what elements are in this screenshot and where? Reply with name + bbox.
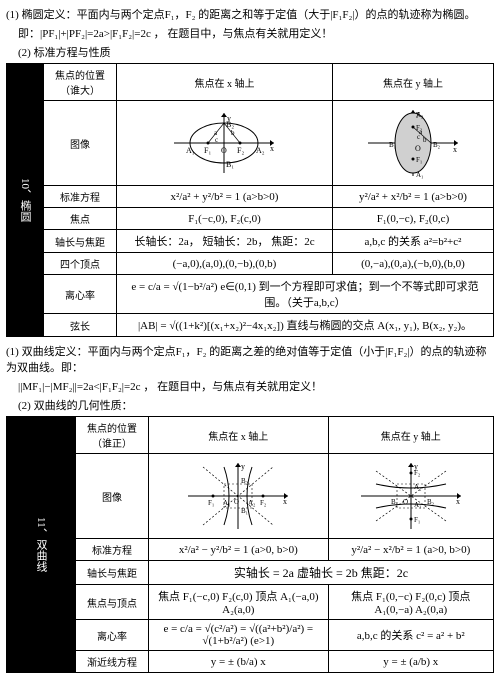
svg-text:b: b	[231, 129, 235, 137]
svg-text:A₂: A₂	[416, 111, 424, 119]
svg-text:x: x	[270, 144, 274, 153]
row-vertex-label: 四个顶点	[44, 253, 117, 275]
svg-text:B₁: B₁	[391, 498, 398, 506]
hyp-img-y: F₂A₂ OB₁ B₂A₁ F₁x y	[328, 454, 493, 539]
svg-text:B₂: B₂	[241, 477, 249, 485]
pos-x: 焦点在 x 轴上	[117, 64, 333, 101]
svg-text:A₂: A₂	[248, 499, 256, 507]
hyp-def: (1) 双曲线定义：平面内与两个定点F₁，F₂ 的距离之差的绝对值等于定值（小于…	[6, 343, 494, 375]
hasym-y: y = ± (a/b) x	[328, 651, 493, 673]
ellipse-table: 10、椭圆 焦点的位置（谁大） 焦点在 x 轴上 焦点在 y 轴上 图像 A₁ F…	[6, 63, 494, 337]
hvertex-x: 焦点 F₁(−c,0) F₂(c,0) 顶点 A₁(−a,0) A₂(a,0)	[149, 585, 329, 620]
svg-text:F₁: F₁	[208, 499, 214, 507]
svg-text:F₁: F₁	[414, 516, 420, 524]
hrow-vertex-label: 焦点与顶点	[76, 585, 149, 620]
svg-text:x: x	[453, 145, 457, 154]
svg-text:B₁: B₁	[241, 507, 248, 515]
hyp-def3: (2) 双曲线的几何性质：	[18, 397, 494, 413]
svg-text:O: O	[234, 498, 239, 506]
svg-text:O: O	[221, 146, 227, 155]
svg-text:B₁: B₁	[389, 141, 396, 149]
hrow-ecc-label: 离心率	[76, 620, 149, 651]
ellipse-img-x: A₁F₁ OF₂ A₂x yB₂ B₁ abc	[117, 101, 333, 186]
hyperbola-table: 11、双曲线 焦点的位置（谁正） 焦点在 x 轴上 焦点在 y 轴上 图像 F₁…	[6, 416, 494, 673]
svg-text:c: c	[215, 136, 218, 144]
svg-text:O: O	[403, 498, 408, 506]
hyp-img-x: F₁ A₁ O A₂ F₂ x y B₂ B₁	[149, 454, 329, 539]
hyp-tag: 11、双曲线	[7, 417, 76, 673]
hasym-x: y = ± (b/a) x	[149, 651, 329, 673]
vertex-y: (0,−a),(0,a),(−b,0),(b,0)	[332, 253, 493, 275]
svg-text:A₁: A₁	[186, 146, 195, 155]
svg-text:x: x	[456, 497, 460, 506]
svg-text:y: y	[414, 462, 418, 471]
hecc-y: a,b,c 的关系 c² = a² + b²	[328, 620, 493, 651]
svg-text:B₂: B₂	[427, 498, 435, 506]
row-eq-label: 标准方程	[44, 186, 117, 208]
svg-text:F₁: F₁	[416, 156, 422, 164]
ellipse-def2: 即：|PF₁|+|PF₂|=2a>|F₁F₂|=2c ， 在题目中，与焦点有关就…	[18, 25, 494, 41]
svg-text:B₂: B₂	[433, 141, 441, 149]
row-ecc-label: 离心率	[44, 275, 117, 314]
hrow-img-label: 图像	[76, 454, 149, 539]
focus-y: F₁(0,−c), F₂(0,c)	[332, 208, 493, 230]
hrow-axis-label: 轴长与焦距	[76, 561, 149, 585]
hrow-pos-label: 焦点的位置（谁正）	[76, 417, 149, 454]
svg-text:A₂: A₂	[414, 483, 422, 491]
hyp-def2: ||MF₁|−|MF₂||=2a<|F₁F₂|=2c ， 在题目中，与焦点有关就…	[18, 378, 494, 394]
hecc-x: e = c/a = √(c²/a²) = √((a²+b²)/a²) = √(1…	[149, 620, 329, 651]
row-chord-label: 弦长	[44, 314, 117, 337]
svg-text:A₂: A₂	[256, 146, 265, 155]
vertex-x: (−a,0),(a,0),(0,−b),(0,b)	[117, 253, 333, 275]
heq-y: y²/a² − x²/b² = 1 (a>0, b>0)	[328, 539, 493, 561]
hpos-x: 焦点在 x 轴上	[149, 417, 329, 454]
hrow-asym-label: 渐近线方程	[76, 651, 149, 673]
svg-text:b: b	[423, 136, 427, 144]
chord: |AB| = √((1+k²)[(x₁+x₂)²−4x₁x₂]) 直线与椭圆的交…	[117, 314, 494, 337]
svg-text:O: O	[415, 144, 421, 153]
svg-text:F₁: F₁	[204, 146, 211, 155]
hvertex-y: 焦点 F₁(0,−c) F₂(0,c) 顶点 A₁(0,−a) A₂(0,a)	[328, 585, 493, 620]
ellipse-def: (1) 椭圆定义：平面内与两个定点F₁，F₂ 的距离之和等于定值（大于|F₁F₂…	[6, 6, 494, 22]
svg-text:F₂: F₂	[237, 146, 244, 155]
eq-y: y²/a² + x²/b² = 1 (a>b>0)	[332, 186, 493, 208]
axis-x: 长轴长：2a， 短轴长：2b， 焦距：2c	[117, 230, 333, 253]
svg-text:A₁: A₁	[414, 501, 422, 509]
svg-text:A₁: A₁	[416, 171, 424, 179]
hrow-eq-label: 标准方程	[76, 539, 149, 561]
svg-text:F₂: F₂	[260, 499, 267, 507]
pos-y: 焦点在 y 轴上	[332, 64, 493, 101]
row-pos-label: 焦点的位置（谁大）	[44, 64, 117, 101]
svg-text:A₁: A₁	[223, 499, 231, 507]
ellipse-img-y: yx A₂F₂ B₂B₁ OF₁ A₁ acb	[332, 101, 493, 186]
haxis: 实轴长 = 2a 虚轴长 = 2b 焦距：2c	[149, 561, 494, 585]
hpos-y: 焦点在 y 轴上	[328, 417, 493, 454]
svg-text:x: x	[283, 497, 287, 506]
heq-x: x²/a² − y²/b² = 1 (a>0, b>0)	[149, 539, 329, 561]
row-img-label: 图像	[44, 101, 117, 186]
ecc: e = c/a = √(1−b²/a²) e∈(0,1) 到一个方程即可求值；到…	[117, 275, 494, 314]
eq-x: x²/a² + y²/b² = 1 (a>b>0)	[117, 186, 333, 208]
row-focus-label: 焦点	[44, 208, 117, 230]
focus-x: F₁(−c,0), F₂(c,0)	[117, 208, 333, 230]
svg-text:B₁: B₁	[226, 160, 234, 169]
ellipse-def3: (2) 标准方程与性质	[18, 44, 494, 60]
axis-y: a,b,c 的关系 a²=b²+c²	[332, 230, 493, 253]
row-axis-label: 轴长与焦距	[44, 230, 117, 253]
ellipse-tag: 10、椭圆	[7, 64, 44, 337]
svg-text:B₂: B₂	[226, 120, 234, 129]
svg-text:c: c	[417, 133, 420, 141]
svg-text:y: y	[241, 462, 245, 471]
